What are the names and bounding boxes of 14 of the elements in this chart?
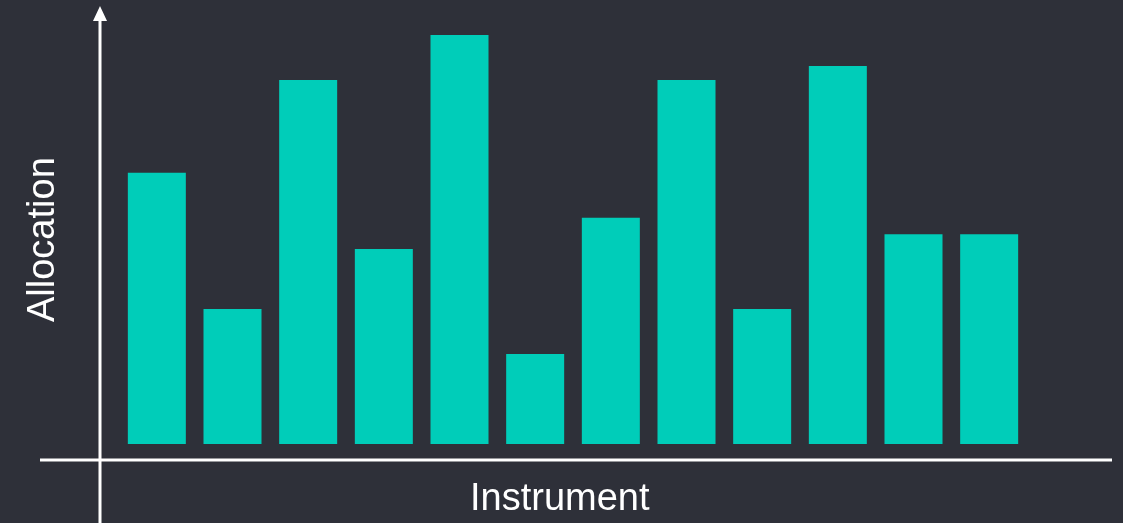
bar <box>581 217 640 444</box>
bar <box>430 35 489 444</box>
y-axis-title: Allocation <box>20 157 62 322</box>
bar <box>808 66 867 444</box>
bar <box>733 309 792 444</box>
bar <box>279 79 338 444</box>
bar <box>127 172 186 444</box>
bar <box>354 248 413 444</box>
bar <box>203 309 262 444</box>
bar <box>506 354 565 444</box>
bar <box>960 234 1019 444</box>
bar <box>657 79 716 444</box>
x-axis-title: Instrument <box>470 476 650 518</box>
bar <box>884 234 943 444</box>
